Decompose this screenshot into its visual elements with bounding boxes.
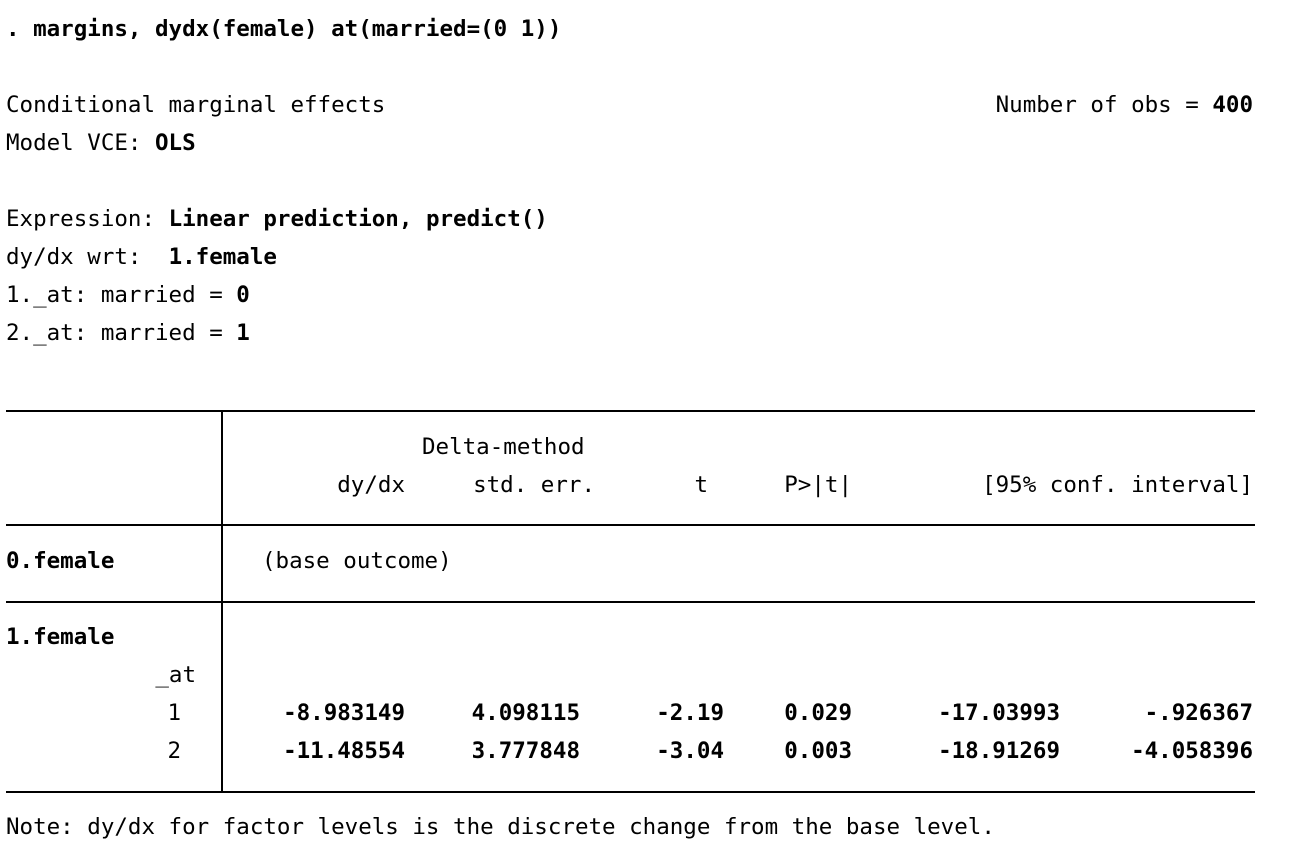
row2-t: -3.04	[656, 738, 724, 764]
vce-label: Model VCE:	[6, 130, 156, 156]
row1-dydx: -8.983149	[283, 700, 405, 726]
at1-line: 1._at: married = 0	[6, 280, 250, 310]
row2-ci-high: -4.058396	[1131, 738, 1253, 764]
command-line: . margins, dydx(female) at(married=(0 1)…	[6, 16, 562, 42]
row1-label: 1	[167, 700, 181, 726]
nobs-value: 400	[1212, 92, 1253, 118]
row2-se: 3.777848	[471, 738, 580, 764]
row1-p: 0.029	[784, 700, 852, 726]
col-header-p: P>|t|	[784, 472, 852, 498]
row2-ci-low: -18.91269	[938, 738, 1060, 764]
row1-t: -2.19	[656, 700, 724, 726]
row2-label: 2	[167, 738, 181, 764]
table-vertical-rule	[221, 410, 223, 793]
wrt-value: 1.female	[168, 244, 277, 270]
at2-line: 2._at: married = 1	[6, 318, 250, 348]
row1-ci-high: -.926367	[1144, 700, 1253, 726]
at2-value: 1	[236, 320, 250, 346]
at2-label: 2._at: married =	[6, 320, 237, 346]
expression-label: Expression:	[6, 206, 169, 232]
col-header-dydx: dy/dx	[337, 472, 405, 498]
row1-se: 4.098115	[471, 700, 580, 726]
row2-p: 0.003	[784, 738, 852, 764]
vce-line: Model VCE: OLS	[6, 128, 196, 158]
base-row-text: (base outcome)	[262, 548, 452, 574]
expression-line: Expression: Linear prediction, predict()	[6, 204, 548, 234]
results-title: Conditional marginal effects	[6, 92, 386, 118]
nobs-line: Number of obs = 400	[996, 90, 1253, 120]
header-bottom-rule	[6, 524, 1255, 526]
expression-value: Linear prediction, predict()	[168, 206, 548, 232]
nobs-label: Number of obs =	[995, 92, 1213, 118]
table-bottom-rule	[6, 791, 1255, 793]
at1-label: 1._at: married =	[6, 282, 237, 308]
base-row-bottom-rule	[6, 601, 1255, 603]
col-header-se: std. err.	[473, 472, 595, 498]
wrt-label: dy/dx wrt:	[6, 244, 169, 270]
group-label: 1.female	[6, 624, 115, 650]
row1-ci-low: -17.03993	[938, 700, 1060, 726]
row2-dydx: -11.48554	[283, 738, 405, 764]
vce-value: OLS	[155, 130, 196, 156]
sub-label: _at	[155, 662, 196, 688]
wrt-line: dy/dx wrt: 1.female	[6, 242, 277, 272]
col-header-ci: [95% conf. interval]	[982, 472, 1253, 498]
footnote: Note: dy/dx for factor levels is the dis…	[6, 814, 995, 840]
delta-method-header: Delta-method	[422, 434, 585, 460]
col-header-t: t	[694, 472, 708, 498]
table-top-rule	[6, 410, 1255, 412]
base-row-label: 0.female	[6, 548, 115, 574]
at1-value: 0	[236, 282, 250, 308]
